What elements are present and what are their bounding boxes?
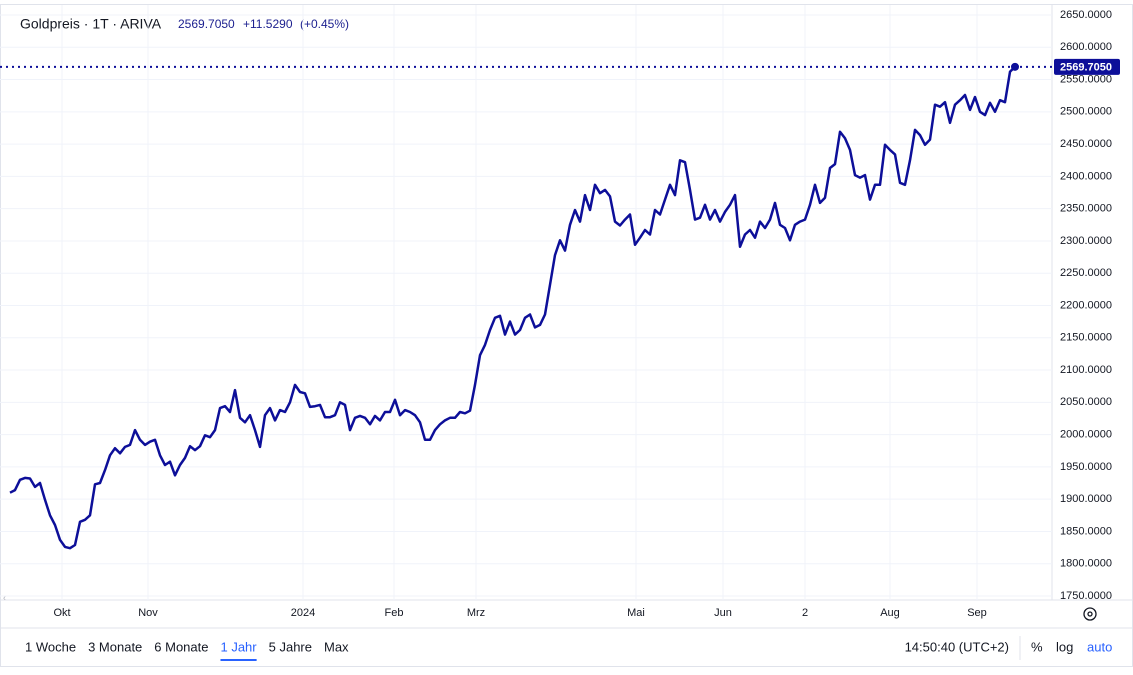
change-percent: (+0.45%) [300,17,349,31]
x-tick-label: Jun [714,607,732,619]
y-tick-label: 2350.0000 [1060,203,1112,215]
price-line [9,65,1016,550]
y-tick-label: 1950.0000 [1060,461,1112,473]
range-button[interactable]: 5 Jahre [269,639,312,654]
x-tick-label: Aug [880,607,900,619]
clock: 14:50:40 (UTC+2) [905,639,1009,654]
gear[interactable] [1083,607,1097,621]
last-price-box [1054,58,1120,75]
y-tick-label: 2050.0000 [1060,396,1112,408]
y-tick-label: 2150.0000 [1060,332,1112,344]
y-tick-label: 2000.0000 [1060,429,1112,441]
percent-button[interactable]: % [1031,639,1043,654]
y-tick-label: 2250.0000 [1060,267,1112,279]
y-tick-label: 2200.0000 [1060,299,1112,311]
y-tick-label: 2450.0000 [1060,138,1112,150]
y-tick-label: 2100.0000 [1060,364,1112,376]
gear-center[interactable] [1087,611,1093,617]
y-tick-label: 2500.0000 [1060,106,1112,118]
y-tick-label: 2650.0000 [1060,9,1112,21]
settings-icon[interactable] [1083,607,1097,621]
range-button[interactable]: 1 Woche [25,639,76,654]
x-tick-label: Sep [967,607,987,619]
y-tick-label: 2600.0000 [1060,41,1112,53]
last-price-label: 2569.7050 [1060,62,1112,74]
y-tick-label: 2550.0000 [1060,73,1112,85]
x-tick-label: Mai [627,607,645,619]
x-tick-label: 2024 [291,607,315,619]
last-point [1011,62,1019,71]
range-button[interactable]: Max [324,639,349,654]
range-button[interactable]: 6 Monate [154,639,208,654]
legend-header: Goldpreis · 1T · ARIVA 2569.7050 +11.529… [20,16,349,32]
symbol-title: Goldpreis · 1T · ARIVA [20,16,162,32]
x-tick-label: Feb [385,607,404,619]
scroll-handle[interactable]: ‹ [3,592,6,602]
y-tick-label: 2300.0000 [1060,235,1112,247]
x-tick-label: Mrz [467,607,485,619]
range-button[interactable]: 1 Jahr [220,639,257,654]
change: +11.5290 [243,17,293,31]
y-tick-label: 1800.0000 [1060,558,1112,570]
y-tick-label: 2400.0000 [1060,170,1112,182]
x-tick-label: 2 [802,607,808,619]
range-button[interactable]: 3 Monate [88,639,142,654]
y-tick-label: 1900.0000 [1060,493,1112,505]
x-tick-label: Nov [138,607,158,619]
y-tick-label: 1750.0000 [1060,590,1112,602]
price: 2569.7050 [178,17,235,31]
auto-button[interactable]: auto [1087,639,1112,654]
y-tick-label: 1850.0000 [1060,525,1112,537]
x-tick-label: Okt [53,607,70,619]
log-button[interactable]: log [1056,639,1073,654]
